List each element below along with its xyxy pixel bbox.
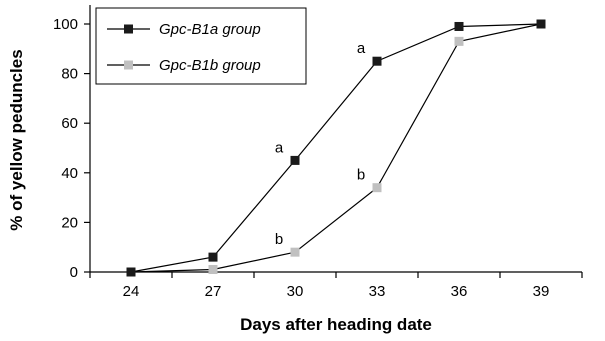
legend-entries: Gpc-B1a group Gpc-B1b group <box>107 21 261 74</box>
x-tick-label: 33 <box>369 283 386 300</box>
series-layer <box>126 19 546 277</box>
y-tick-label: 0 <box>70 264 78 281</box>
x-axis-label: Days after heading date <box>240 315 432 334</box>
x-tick-label: 39 <box>533 283 550 300</box>
data-point-series-2 <box>208 265 218 275</box>
series-line-2 <box>130 23 542 273</box>
y-tick-label: 80 <box>61 66 78 83</box>
legend-label-2: Gpc-B1b group <box>159 57 261 74</box>
legend-box <box>95 7 307 85</box>
legend-label-1: Gpc-B1a group <box>159 21 261 38</box>
legend-marker-2 <box>124 60 133 70</box>
legend-marker-1 <box>124 24 133 34</box>
data-point-series-1 <box>454 21 464 31</box>
series-line-1 <box>130 23 542 273</box>
data-point-series-1 <box>290 155 300 165</box>
data-point-series-2 <box>290 247 300 257</box>
y-tick-label: 100 <box>53 16 78 33</box>
annotations-layer: a a b b <box>275 40 366 248</box>
x-tick-label: 30 <box>287 283 304 300</box>
data-point-series-1 <box>536 19 546 29</box>
y-tick-label: 40 <box>61 165 78 182</box>
legend: Gpc-B1a group Gpc-B1b group <box>95 7 307 85</box>
data-point-series-2 <box>372 183 382 193</box>
data-point-series-1 <box>372 56 382 66</box>
x-tick-label: 36 <box>451 283 468 300</box>
y-tick-label: 20 <box>61 214 78 231</box>
y-tick-label: 60 <box>61 115 78 132</box>
x-ticks: 24 27 30 33 36 39 <box>89 272 583 300</box>
y-axis-label: % of yellow peduncles <box>7 49 26 230</box>
significance-letter: a <box>357 40 366 57</box>
significance-letter: b <box>275 231 283 248</box>
data-point-series-1 <box>126 267 136 277</box>
y-ticks: 0 20 40 60 80 100 <box>53 16 90 281</box>
significance-letter: a <box>275 139 284 156</box>
x-tick-label: 27 <box>205 283 222 300</box>
x-tick-label: 24 <box>123 283 140 300</box>
data-point-series-2 <box>454 36 464 46</box>
significance-letter: b <box>357 167 365 184</box>
data-point-series-1 <box>208 252 218 262</box>
